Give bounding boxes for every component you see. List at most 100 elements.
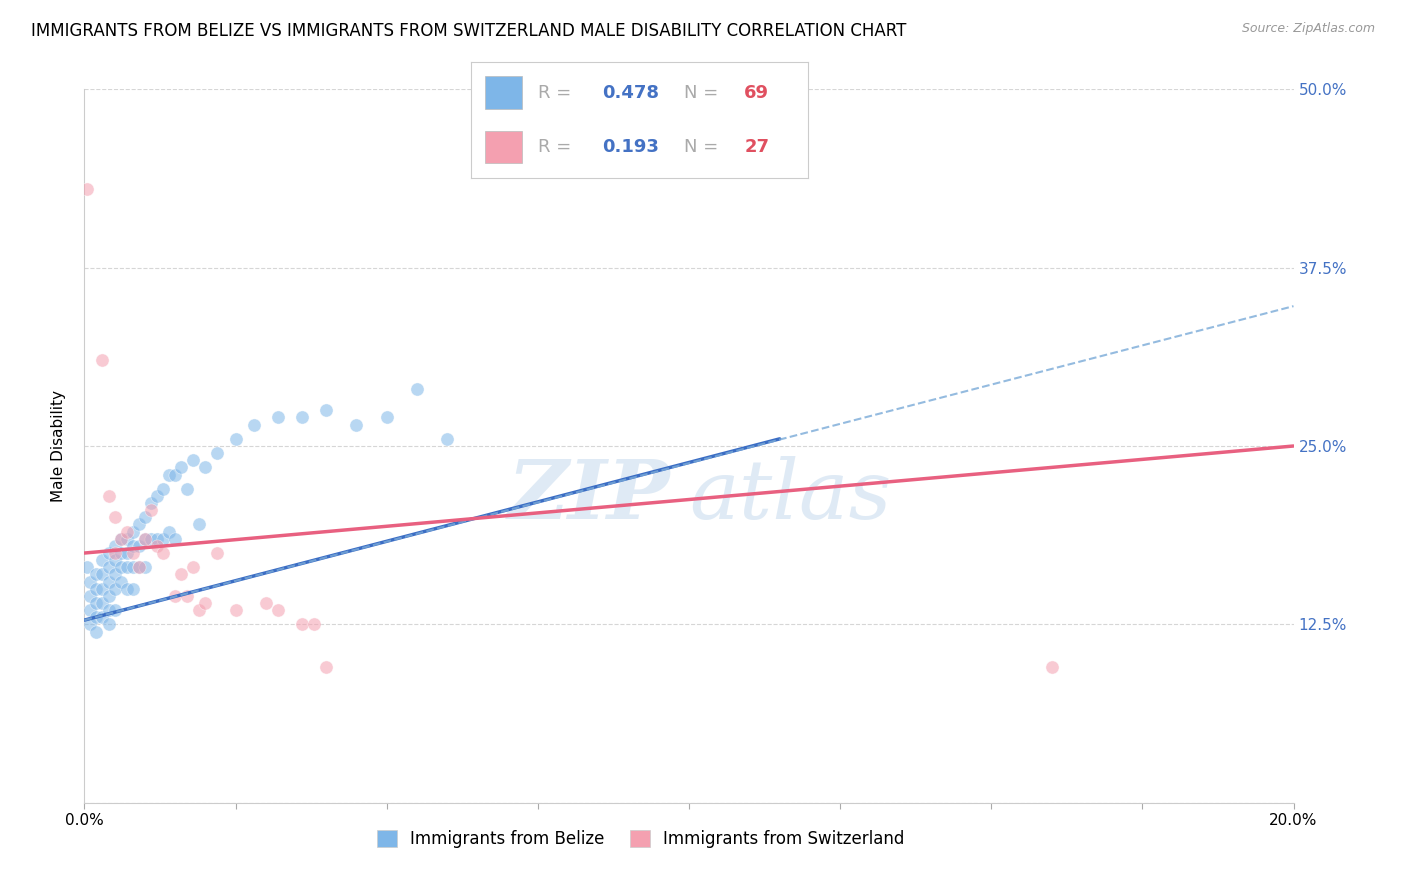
Point bbox=[91, 582, 114, 596]
Point bbox=[157, 524, 180, 539]
Text: 0.478: 0.478 bbox=[603, 84, 659, 102]
Point bbox=[139, 503, 162, 517]
Point bbox=[97, 589, 120, 603]
Point bbox=[86, 624, 108, 639]
Point bbox=[104, 603, 127, 617]
Text: 69: 69 bbox=[744, 84, 769, 102]
Point bbox=[97, 617, 120, 632]
Text: R =: R = bbox=[538, 138, 578, 156]
Text: Source: ZipAtlas.com: Source: ZipAtlas.com bbox=[1241, 22, 1375, 36]
Point bbox=[291, 617, 314, 632]
Point bbox=[115, 532, 138, 546]
Point bbox=[110, 532, 132, 546]
Text: ZIP: ZIP bbox=[508, 456, 671, 536]
Point bbox=[152, 482, 174, 496]
Point bbox=[121, 582, 143, 596]
Point bbox=[139, 532, 162, 546]
Point bbox=[375, 410, 398, 425]
Point bbox=[76, 560, 98, 574]
Point bbox=[97, 546, 120, 560]
Point bbox=[86, 567, 108, 582]
Point bbox=[170, 460, 193, 475]
Text: 27: 27 bbox=[744, 138, 769, 156]
Point bbox=[128, 560, 150, 574]
Point bbox=[121, 546, 143, 560]
Point bbox=[176, 589, 198, 603]
Point bbox=[194, 596, 217, 610]
Point bbox=[76, 182, 98, 196]
Point bbox=[207, 446, 229, 460]
Point bbox=[181, 560, 204, 574]
Point bbox=[79, 603, 101, 617]
Y-axis label: Male Disability: Male Disability bbox=[51, 390, 66, 502]
Point bbox=[315, 660, 337, 674]
Point bbox=[110, 546, 132, 560]
Point bbox=[115, 560, 138, 574]
Point bbox=[104, 567, 127, 582]
FancyBboxPatch shape bbox=[485, 77, 522, 109]
Point bbox=[79, 617, 101, 632]
Point bbox=[79, 574, 101, 589]
Point bbox=[188, 603, 211, 617]
Point bbox=[110, 574, 132, 589]
Point bbox=[165, 467, 187, 482]
Point bbox=[104, 546, 127, 560]
Point bbox=[121, 539, 143, 553]
FancyBboxPatch shape bbox=[485, 131, 522, 163]
Text: N =: N = bbox=[683, 138, 724, 156]
Point bbox=[91, 567, 114, 582]
Point bbox=[315, 403, 337, 417]
Point bbox=[406, 382, 429, 396]
Point bbox=[181, 453, 204, 467]
Point bbox=[165, 532, 187, 546]
Point bbox=[134, 532, 156, 546]
Point bbox=[97, 574, 120, 589]
Point bbox=[267, 603, 290, 617]
Point bbox=[188, 517, 211, 532]
Point bbox=[254, 596, 277, 610]
Point bbox=[170, 567, 193, 582]
Point bbox=[104, 582, 127, 596]
Point bbox=[110, 532, 132, 546]
Point bbox=[157, 467, 180, 482]
Point bbox=[91, 553, 114, 567]
Point bbox=[97, 560, 120, 574]
Point bbox=[194, 460, 217, 475]
Point bbox=[86, 596, 108, 610]
Point bbox=[176, 482, 198, 496]
Point bbox=[104, 539, 127, 553]
Legend: Immigrants from Belize, Immigrants from Switzerland: Immigrants from Belize, Immigrants from … bbox=[370, 823, 911, 855]
Point bbox=[225, 432, 247, 446]
Point bbox=[97, 603, 120, 617]
Point bbox=[91, 596, 114, 610]
Point bbox=[165, 589, 187, 603]
Point bbox=[225, 603, 247, 617]
Point bbox=[91, 610, 114, 624]
Point bbox=[128, 560, 150, 574]
Point bbox=[121, 524, 143, 539]
Point bbox=[346, 417, 368, 432]
Point bbox=[242, 417, 264, 432]
Point bbox=[267, 410, 290, 425]
Point bbox=[134, 560, 156, 574]
Point bbox=[146, 539, 169, 553]
Point bbox=[86, 582, 108, 596]
Point bbox=[128, 539, 150, 553]
Point bbox=[139, 496, 162, 510]
Text: R =: R = bbox=[538, 84, 578, 102]
Point bbox=[134, 510, 156, 524]
Point bbox=[115, 582, 138, 596]
Point bbox=[302, 617, 325, 632]
Point bbox=[134, 532, 156, 546]
Point bbox=[79, 589, 101, 603]
Point bbox=[146, 489, 169, 503]
Point bbox=[115, 546, 138, 560]
Point bbox=[291, 410, 314, 425]
Text: N =: N = bbox=[683, 84, 724, 102]
Point bbox=[104, 510, 127, 524]
Point bbox=[97, 489, 120, 503]
Text: IMMIGRANTS FROM BELIZE VS IMMIGRANTS FROM SWITZERLAND MALE DISABILITY CORRELATIO: IMMIGRANTS FROM BELIZE VS IMMIGRANTS FRO… bbox=[31, 22, 907, 40]
Point bbox=[86, 610, 108, 624]
Point bbox=[1040, 660, 1063, 674]
Point bbox=[146, 532, 169, 546]
